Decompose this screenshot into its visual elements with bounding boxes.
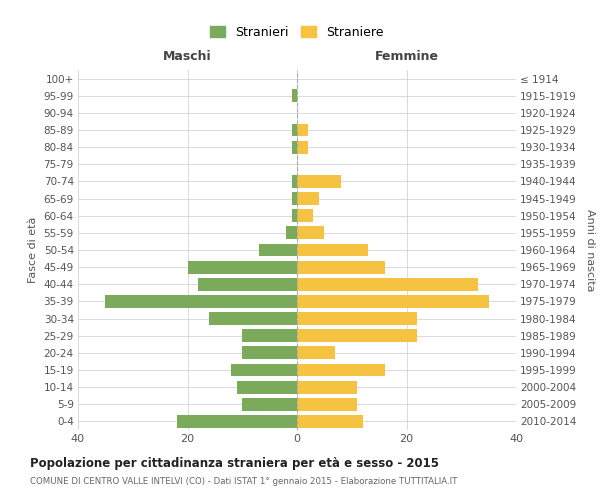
Bar	[292, 192, 297, 205]
Bar	[242, 398, 297, 410]
Bar	[106, 295, 297, 308]
Y-axis label: Fasce di età: Fasce di età	[28, 217, 38, 283]
Bar	[286, 226, 297, 239]
Bar	[297, 260, 385, 274]
Bar	[199, 278, 297, 290]
Bar	[297, 278, 478, 290]
Bar	[292, 90, 297, 102]
Bar	[237, 380, 297, 394]
Bar	[297, 124, 308, 136]
Bar	[242, 330, 297, 342]
Bar	[242, 346, 297, 360]
Bar	[297, 346, 335, 360]
Bar	[292, 140, 297, 153]
Bar	[292, 124, 297, 136]
Bar	[297, 380, 357, 394]
Y-axis label: Anni di nascita: Anni di nascita	[585, 209, 595, 291]
Bar	[297, 364, 385, 376]
Bar	[297, 210, 313, 222]
Bar	[297, 192, 319, 205]
Bar	[297, 398, 357, 410]
Bar	[297, 175, 341, 188]
Bar	[297, 226, 325, 239]
Text: Popolazione per cittadinanza straniera per età e sesso - 2015: Popolazione per cittadinanza straniera p…	[30, 458, 439, 470]
Bar	[292, 175, 297, 188]
Bar	[297, 415, 362, 428]
Bar	[292, 210, 297, 222]
Bar	[187, 260, 297, 274]
Text: Maschi: Maschi	[163, 50, 212, 63]
Legend: Stranieri, Straniere: Stranieri, Straniere	[210, 26, 384, 39]
Bar	[297, 295, 488, 308]
Bar	[232, 364, 297, 376]
Text: Femmine: Femmine	[374, 50, 439, 63]
Bar	[297, 312, 418, 325]
Bar	[297, 330, 418, 342]
Bar	[209, 312, 297, 325]
Bar	[259, 244, 297, 256]
Bar	[297, 140, 308, 153]
Text: COMUNE DI CENTRO VALLE INTELVI (CO) - Dati ISTAT 1° gennaio 2015 - Elaborazione : COMUNE DI CENTRO VALLE INTELVI (CO) - Da…	[30, 478, 457, 486]
Bar	[176, 415, 297, 428]
Bar	[297, 244, 368, 256]
